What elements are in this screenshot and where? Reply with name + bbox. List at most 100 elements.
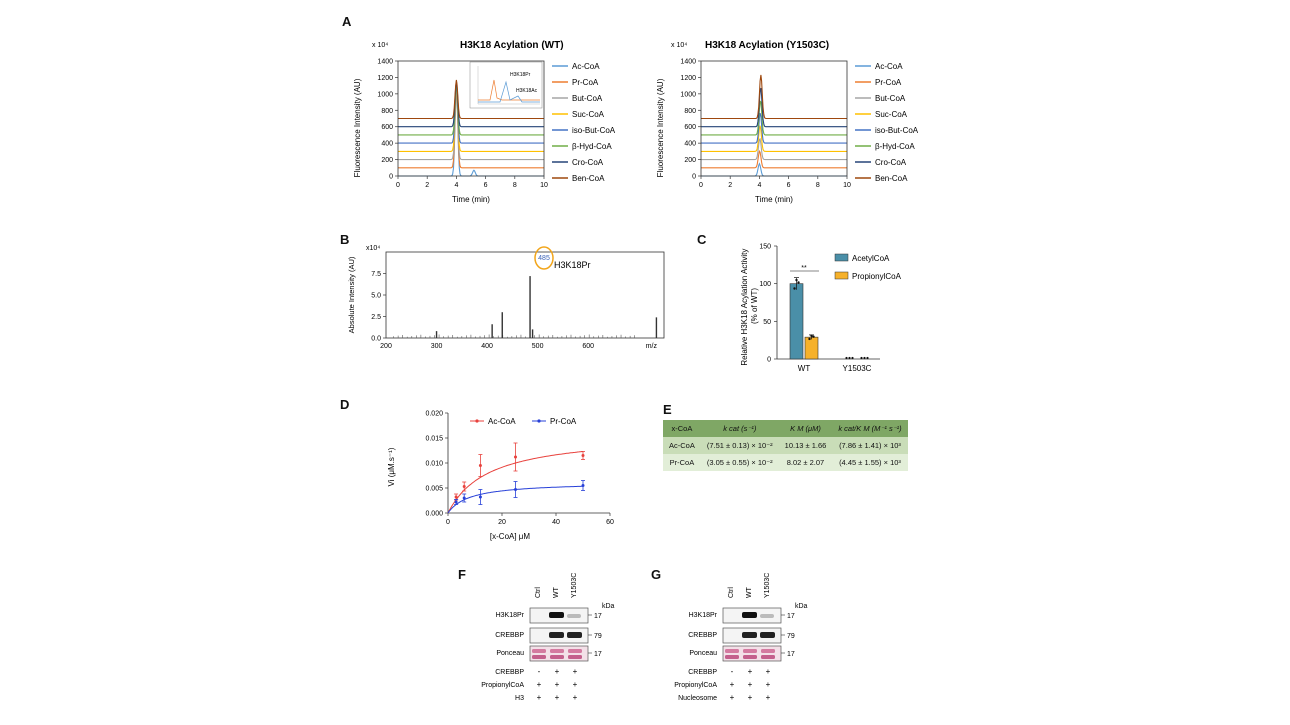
band <box>725 649 739 653</box>
blot-row-label: CREBBP <box>495 632 524 639</box>
legend-item: But-CoA <box>572 94 603 103</box>
y-tick-label: 150 <box>759 244 771 251</box>
x-tick-label: 2 <box>425 182 429 189</box>
band <box>761 655 775 659</box>
x-tick-label: 500 <box>532 343 544 350</box>
band <box>760 614 774 618</box>
peak-highlight-circle <box>534 246 554 270</box>
y-tick-label: 0.0 <box>371 336 381 343</box>
panel-b-mass-spectrum: x10⁴ Absolute Intensity (AU) 0.0 2.5 5.0 7.… <box>347 245 665 350</box>
blot-row-label: H3K18Pr <box>689 612 718 619</box>
x-tick-label: 4 <box>454 182 458 189</box>
y-tick-label: 400 <box>684 141 696 148</box>
y-axis-label: Fluorescence Intensity (AU) <box>353 78 362 177</box>
trace-suc-coa <box>701 125 847 152</box>
table-cell: 8.02 ± 2.07 <box>778 454 833 471</box>
band <box>532 655 546 659</box>
legend-item: iso-But-CoA <box>875 126 919 135</box>
condition-mark: + <box>748 667 753 676</box>
plot-frame <box>385 251 665 339</box>
band <box>549 632 564 638</box>
band <box>532 649 546 653</box>
condition-mark: + <box>766 680 771 689</box>
condition-mark: + <box>537 693 542 702</box>
trace-ben-coa <box>701 74 847 120</box>
panel-label-f: F <box>458 567 466 582</box>
y-tick-label: 1000 <box>680 91 696 98</box>
condition-label: PropionylCoA <box>674 682 717 689</box>
x-tick-label: 2 <box>728 182 732 189</box>
x-tick-label: 6 <box>787 182 791 189</box>
data-point <box>848 356 851 360</box>
legend-item: β-Hyd-CoA <box>572 142 612 151</box>
x-tick-label: 40 <box>552 519 560 526</box>
col-header: x-CoA <box>663 420 701 437</box>
panel-g-western-blot: Ctrl WT Y1503C kDa H3K18Pr 17 CREBBP 79 Ponceau 1… <box>674 573 808 702</box>
band <box>549 612 564 618</box>
legend-item: Suc-CoA <box>875 110 908 119</box>
legend-item: PropionylCoA <box>852 272 902 281</box>
condition-mark: + <box>730 680 735 689</box>
x-tick-label: 200 <box>380 343 392 350</box>
x-tick-label: Y1503C <box>843 364 872 373</box>
blot-row-label: Ponceau <box>689 650 717 657</box>
lane-label: WT <box>553 586 560 598</box>
data-point <box>514 455 517 459</box>
condition-label: Nucleosome <box>678 695 717 702</box>
panel-d-kinetics-plot: Vi (μM.s⁻¹) [x-CoA] μM 0.000 0.005 0.010 0.… <box>387 411 614 542</box>
trace-cro-coa <box>701 87 847 128</box>
x-tick-label: WT <box>798 364 811 373</box>
y-axis-label: Relative H3K18 Acylation Activity (% of … <box>740 246 759 365</box>
y-tick-label: 0 <box>692 174 696 181</box>
data-point <box>454 495 458 499</box>
chromatogram-y1503c: H3K18 Acylation (Y1503C) x 10⁴ Fluoresce… <box>656 40 919 204</box>
y-tick-label: 1000 <box>377 91 393 98</box>
panel-label-c: C <box>697 232 707 247</box>
condition-label: CREBBP <box>688 669 717 676</box>
plot-frame <box>397 60 545 177</box>
x-tick-label: 60 <box>606 519 614 526</box>
lane-label: Y1503C <box>571 573 578 598</box>
y-tick-label: 2.5 <box>371 314 381 321</box>
panel-e-kinetic-table: x-CoA k cat (s⁻¹) K M (μM) k cat/K M (M⁻… <box>663 420 908 471</box>
legend-item: But-CoA <box>875 94 906 103</box>
y-multiplier: x 10⁴ <box>671 42 687 49</box>
panel-label-d: D <box>340 397 350 412</box>
legend-item: Pr-CoA <box>875 78 902 87</box>
legend-swatch <box>834 271 849 280</box>
legend-item: iso-But-CoA <box>572 126 616 135</box>
kda-size: 17 <box>787 651 795 658</box>
blot-row-label: H3K18Pr <box>496 612 525 619</box>
y-multiplier: x10⁴ <box>366 245 380 252</box>
legend-item: Ben-CoA <box>875 174 908 183</box>
inset-label-h3k18ac: H3K18Ac <box>516 88 538 94</box>
kda-label: kDa <box>795 603 808 610</box>
kda-size: 79 <box>787 633 795 640</box>
condition-mark: + <box>573 680 578 689</box>
y-tick-label: 400 <box>381 141 393 148</box>
trace-pr-coa <box>398 88 544 169</box>
legend-item: β-Hyd-CoA <box>875 142 915 151</box>
col-header: k cat/K M (M⁻¹ s⁻¹) <box>832 420 908 437</box>
table-row: Ac-CoA (7.51 ± 0.13) × 10⁻² 10.13 ± 1.66… <box>663 437 908 454</box>
lane-label: Ctrl <box>728 587 735 598</box>
legend-item: Ben-CoA <box>572 174 605 183</box>
x-tick-label: 8 <box>513 182 517 189</box>
trace-iso-but-coa <box>398 84 544 144</box>
condition-mark: + <box>730 693 735 702</box>
table-cell: Pr-CoA <box>663 454 701 471</box>
y-multiplier: x 10⁴ <box>372 42 388 49</box>
y-tick-label: 0.005 <box>425 486 443 493</box>
y-tick-label: 0.015 <box>425 436 443 443</box>
band <box>742 632 757 638</box>
peak-mz-label: 485 <box>538 255 550 262</box>
panel-f-western-blot: Ctrl WT Y1503C kDa H3K18Pr 17 CREBBP 79 Ponceau 1… <box>481 573 614 702</box>
x-tick-label: 6 <box>484 182 488 189</box>
band <box>761 649 775 653</box>
condition-label: H3 <box>515 695 524 702</box>
kda-size: 17 <box>594 613 602 620</box>
y-tick-label: 1400 <box>680 59 696 66</box>
legend-item: Pr-CoA <box>572 78 599 87</box>
x-tick-label: 8 <box>816 182 820 189</box>
bar-acetylcoa <box>789 283 804 360</box>
